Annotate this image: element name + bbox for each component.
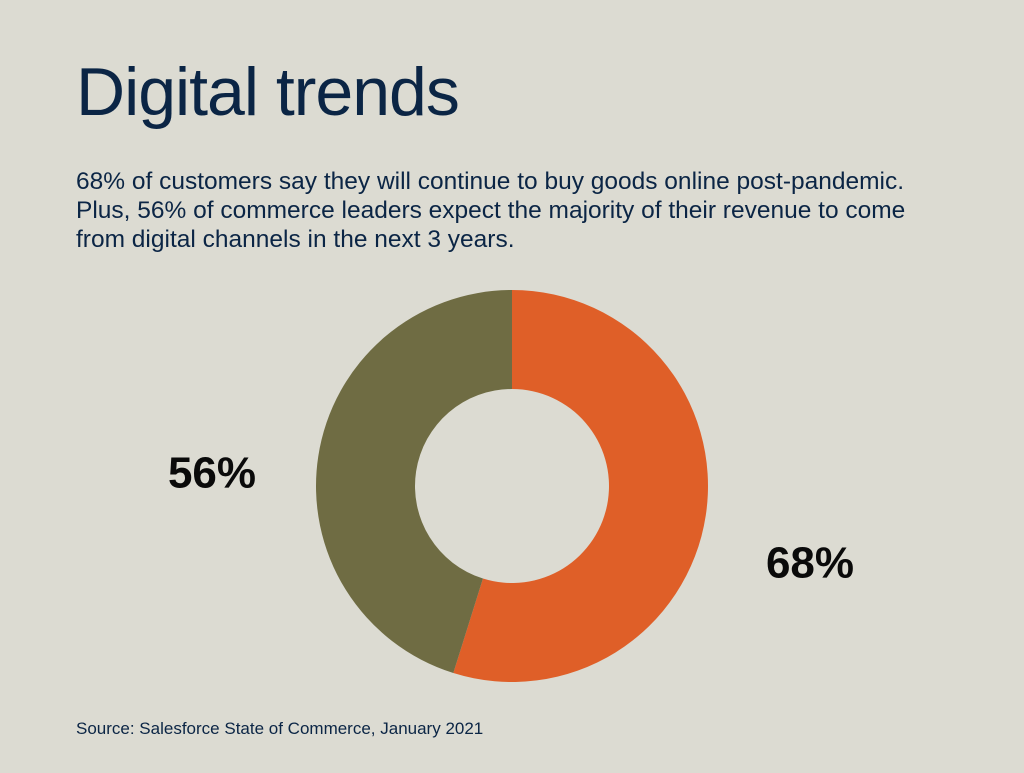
donut-slice-56	[315, 290, 512, 674]
slice-label-68: 68%	[766, 539, 854, 588]
donut-slice-68	[453, 290, 709, 682]
slice-label-56: 56%	[168, 449, 256, 498]
intro-paragraph: 68% of customers say they will continue …	[76, 168, 906, 253]
source-citation: Source: Salesforce State of Commerce, Ja…	[76, 719, 484, 738]
page-title: Digital trends	[76, 54, 460, 130]
